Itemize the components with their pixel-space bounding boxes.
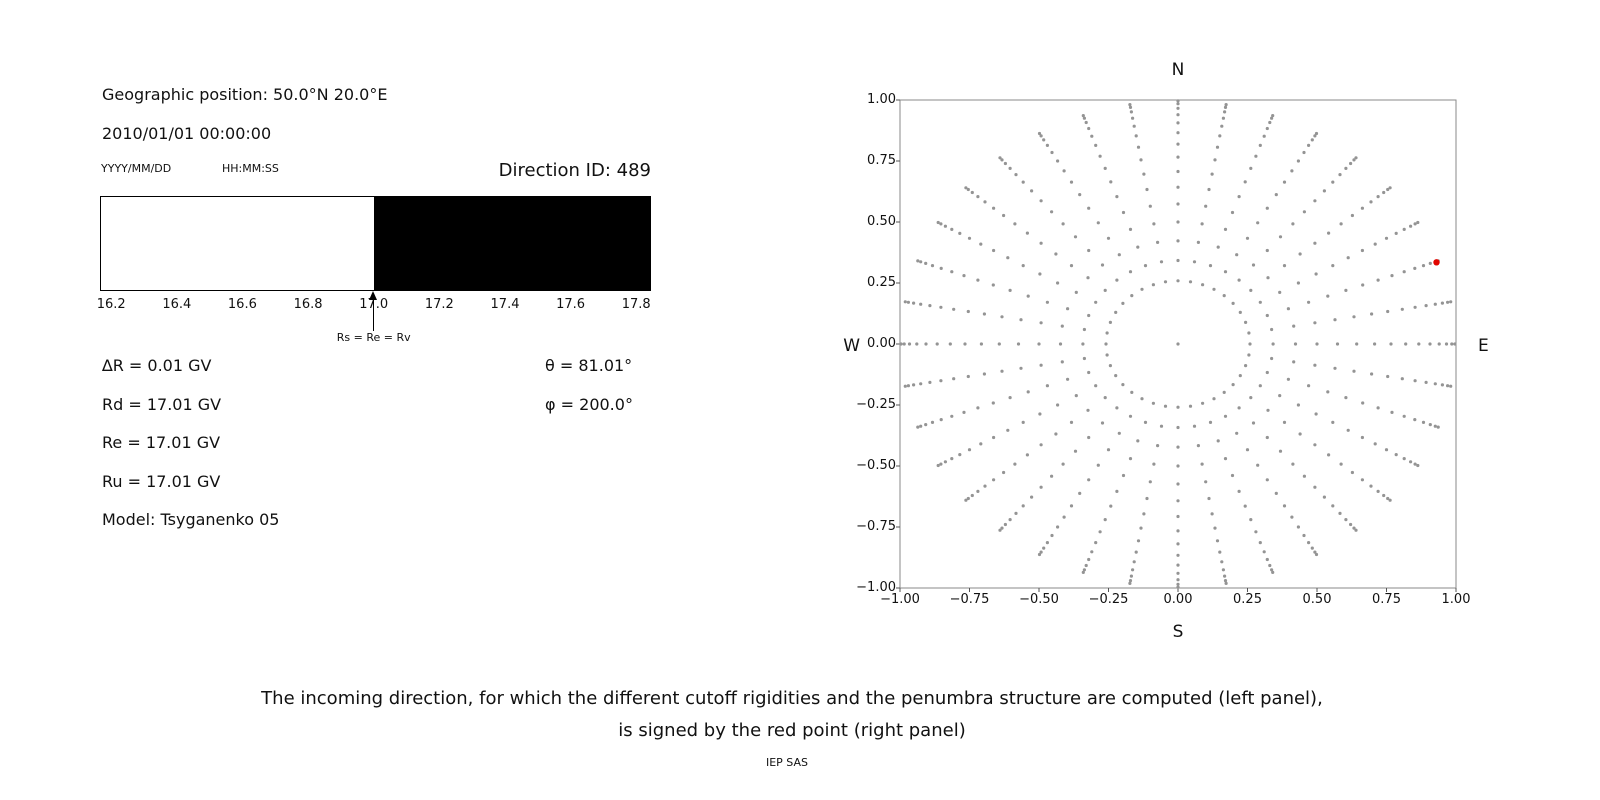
cutoff-arrow-line: [372, 299, 375, 331]
datetime-text: 2010/01/01 00:00:00: [102, 124, 272, 143]
compass-south-label: S: [1172, 622, 1184, 642]
y-tick-label: −0.25: [856, 397, 896, 412]
direction-id-label: Direction ID: 489: [498, 160, 651, 181]
parameter-ru: Ru = 17.01 GV: [102, 471, 221, 491]
x-tick-label: −0.75: [949, 592, 990, 607]
penumbra-chart: [100, 196, 651, 291]
direction-angles: θ = 81.01° φ = 200.0°: [545, 357, 633, 434]
x-tick-label: 0.75: [1372, 592, 1401, 607]
direction-points: [899, 99, 1457, 589]
compass-east-label: E: [1478, 336, 1489, 356]
penumbra-tick-label: 17.8: [621, 297, 651, 312]
sky-map-plot: [896, 99, 1457, 592]
caption-line-1: The incoming direction, for which the di…: [261, 688, 1323, 709]
penumbra-tick-label: 16.8: [293, 297, 323, 312]
y-tick-label: 1.00: [867, 92, 896, 107]
credit-text: IEP SAS: [765, 756, 809, 769]
parameter-rd: Rd = 17.01 GV: [102, 394, 222, 414]
cutoff-arrow-icon: [369, 291, 378, 300]
rigidity-parameters: ∆R = 0.01 GV Rd = 17.01 GV Re = 17.01 GV…: [102, 357, 279, 550]
x-tick-label: 0.25: [1233, 592, 1262, 607]
penumbra-band-forbidden: [373, 197, 650, 290]
penumbra-tick-label: 17.2: [424, 297, 454, 312]
compass-north-label: N: [1171, 60, 1185, 80]
parameter-re: Re = 17.01 GV: [102, 433, 221, 453]
x-tick-label: 1.00: [1441, 592, 1471, 607]
penumbra-tick-label: 16.6: [227, 297, 257, 312]
x-tick-label: −1.00: [880, 592, 920, 607]
y-tick-label: 0.75: [867, 153, 896, 168]
y-tick-label: 0.50: [867, 214, 896, 229]
y-tick-label: −0.50: [856, 458, 896, 473]
y-tick-label: −1.00: [856, 580, 896, 595]
penumbra-tick-label: 16.4: [162, 297, 192, 312]
parameter-model: Model: Tsyganenko 05: [102, 510, 280, 530]
parameter-delta-r: ∆R = 0.01 GV: [102, 356, 212, 375]
penumbra-tick-label: 16.2: [96, 297, 126, 312]
penumbra-axis: 16.216.416.616.817.017.217.417.617.8: [96, 297, 651, 313]
selected-direction-point: [1433, 259, 1440, 266]
angle-phi: φ = 200.0°: [545, 394, 633, 414]
date-format-label: YYYY/MM/DD: [101, 162, 172, 175]
penumbra-band-allowed: [101, 197, 374, 290]
y-tick-label: −0.75: [856, 519, 896, 534]
compass-west-label: W: [843, 336, 860, 356]
caption-line-2: is signed by the red point (right panel): [618, 720, 966, 741]
y-tick-label: 0.00: [867, 336, 896, 351]
geographic-position-text: Geographic position: 50.0°N 20.0°E: [102, 85, 388, 104]
x-tick-label: −0.50: [1019, 592, 1059, 607]
angle-theta: θ = 81.01°: [545, 356, 633, 375]
x-tick-label: −0.25: [1088, 592, 1129, 607]
penumbra-tick-label: 17.6: [556, 297, 586, 312]
x-tick-label: 0.50: [1302, 592, 1332, 607]
x-tick-label: 0.00: [1163, 592, 1193, 607]
penumbra-tick-label: 17.4: [490, 297, 520, 312]
time-format-label: HH:MM:SS: [222, 162, 279, 175]
axis-tick-marks: [896, 99, 1457, 592]
cutoff-arrow-label: Rs = Re = Rv: [336, 331, 411, 344]
y-tick-label: 0.25: [867, 275, 896, 290]
